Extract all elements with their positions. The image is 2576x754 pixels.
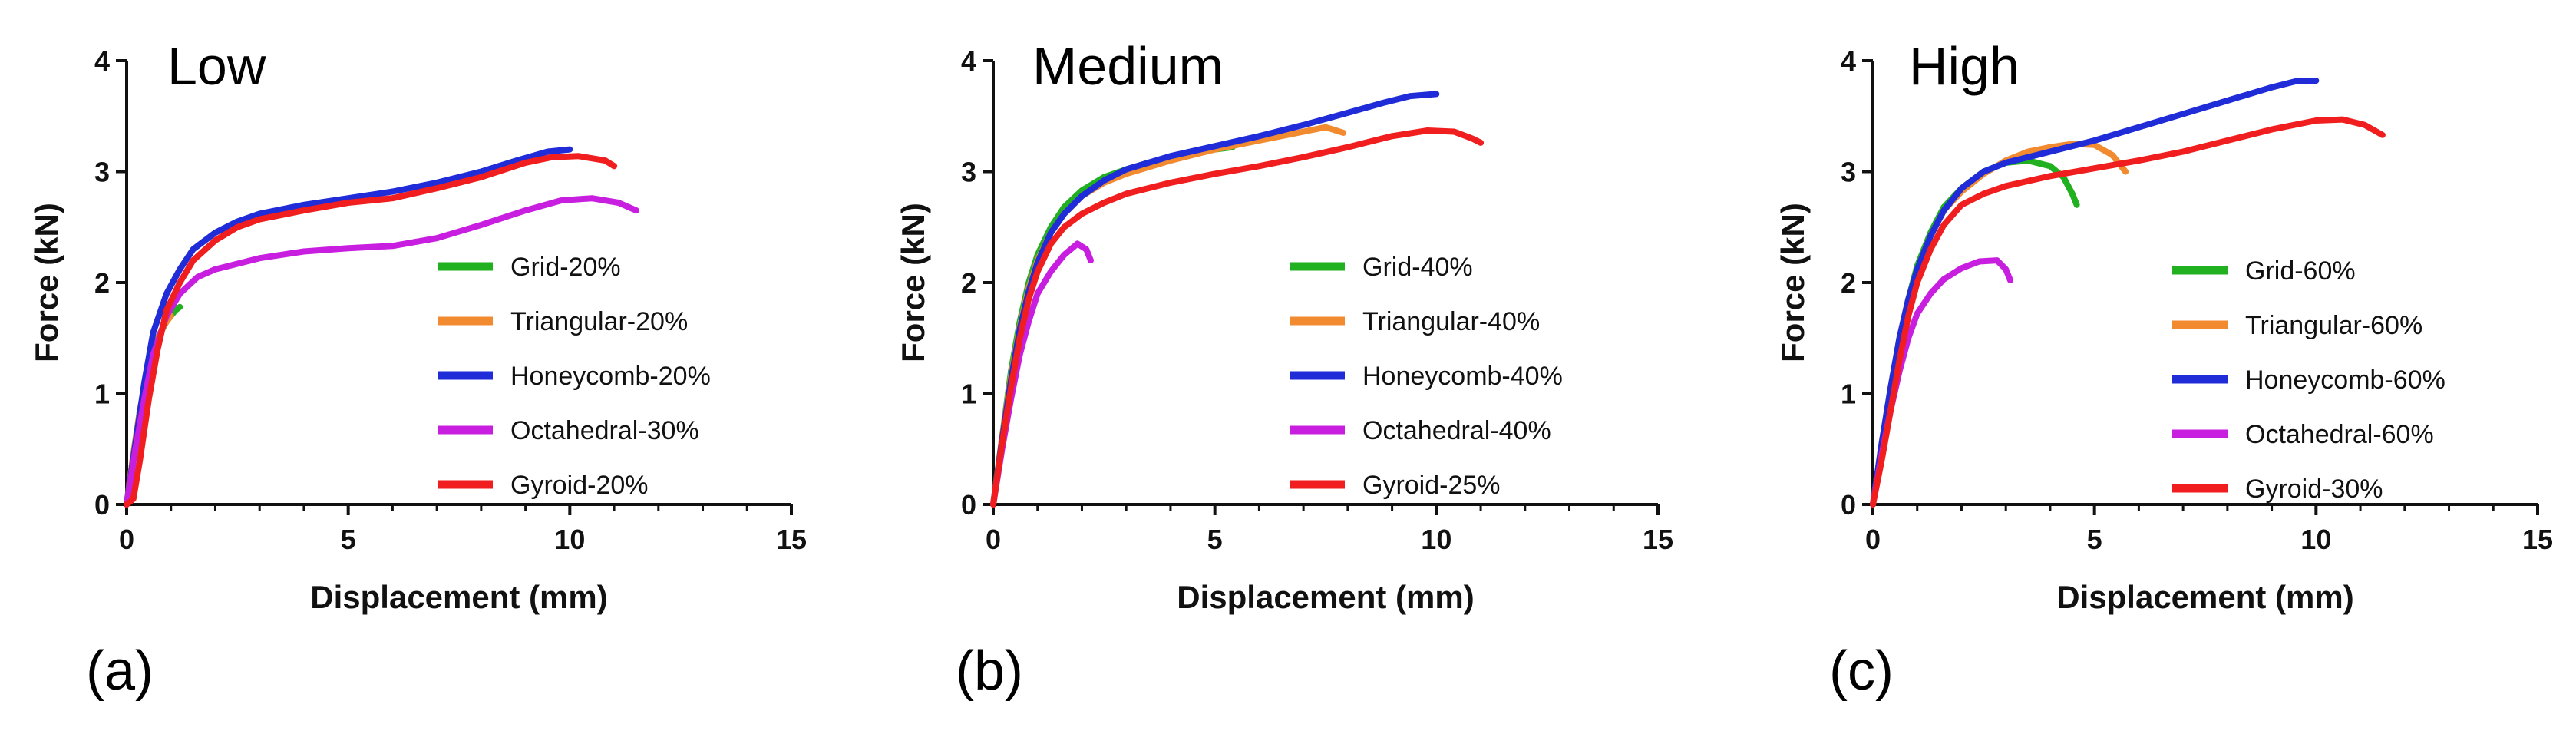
y-tick-label: 2 [94, 267, 110, 299]
x-tick-label: 5 [341, 524, 356, 555]
legend-label: Gyroid-25% [1362, 471, 1501, 500]
legend-label: Honeycomb-60% [2245, 365, 2446, 395]
y-tick-label: 3 [94, 157, 110, 188]
x-tick-label: 5 [2087, 524, 2102, 555]
y-axis-label: Force (kN) [895, 203, 931, 362]
y-tick-label: 4 [961, 45, 976, 77]
x-tick-label: 15 [1643, 524, 1673, 555]
y-axis-label: Force (kN) [1775, 203, 1811, 362]
x-axis-label: Displacement (mm) [1177, 579, 1474, 615]
legend-label: Triangular-60% [2245, 311, 2422, 340]
y-tick-label: 1 [1841, 379, 1856, 410]
legend-label: Grid-20% [510, 253, 621, 282]
chart-title: High [1909, 36, 2020, 96]
y-tick-label: 2 [961, 267, 976, 299]
legend-label: Gyroid-20% [510, 471, 649, 500]
series-line-gyroid-25- [990, 127, 1485, 508]
chart-title: Low [167, 36, 266, 96]
chart-panel-3: 0 5 10 15 0 1 2 3 4 Displacement (mm) Force (kN) Hi… [1775, 36, 2553, 702]
x-tick-label: 0 [986, 524, 1001, 555]
legend-label: Grid-40% [1362, 253, 1473, 282]
legend-label: Octahedral-30% [510, 416, 699, 445]
x-tick-label: 10 [1421, 524, 1451, 555]
series-line-octahedral-30- [124, 195, 639, 508]
x-axis-label: Displacement (mm) [310, 579, 607, 615]
legend-label: Triangular-20% [510, 307, 688, 336]
legend-label: Grid-60% [2245, 256, 2356, 286]
x-tick-label: 5 [1207, 524, 1223, 555]
series-line-honeycomb-20- [124, 146, 573, 508]
y-tick-label: 2 [1841, 267, 1856, 299]
panel-label: (a) [86, 640, 154, 702]
x-tick-label: 0 [1865, 524, 1881, 555]
legend-label: Octahedral-40% [1362, 416, 1551, 445]
chart-panel-1: 0 5 10 15 0 1 2 3 4 Displacement (mm) Force (kN) Lo… [28, 36, 807, 702]
x-axis-label: Displacement (mm) [2056, 579, 2353, 615]
panel-label: (c) [1829, 640, 1894, 702]
chart-title: Medium [1032, 36, 1224, 96]
series-line-honeycomb-60- [1870, 78, 2320, 508]
y-axis-label: Force (kN) [28, 203, 64, 362]
series-line-gyroid-20- [124, 153, 618, 508]
legend-label: Gyroid-30% [2245, 475, 2383, 504]
panel-label: (b) [956, 640, 1023, 702]
legend-label: Honeycomb-40% [1362, 362, 1563, 391]
y-tick-label: 3 [961, 157, 976, 188]
legend-label: Octahedral-60% [2245, 420, 2434, 449]
y-tick-label: 0 [961, 489, 976, 521]
series-line-gyroid-30- [1870, 116, 2386, 508]
y-tick-label: 0 [94, 489, 110, 521]
legend-label: Triangular-40% [1362, 307, 1540, 336]
x-tick-label: 10 [554, 524, 585, 555]
chart-panel-2: 0 5 10 15 0 1 2 3 4 Displacement (mm) Force (kN) Me… [895, 36, 1673, 702]
y-tick-label: 1 [94, 379, 110, 410]
x-tick-label: 10 [2300, 524, 2331, 555]
y-tick-label: 3 [1841, 157, 1856, 188]
x-tick-label: 15 [776, 524, 807, 555]
x-tick-label: 0 [119, 524, 134, 555]
y-tick-label: 4 [94, 45, 110, 77]
y-tick-label: 0 [1841, 489, 1856, 521]
y-tick-label: 1 [961, 379, 976, 410]
y-tick-label: 4 [1841, 45, 1856, 77]
legend-label: Honeycomb-20% [510, 362, 711, 391]
x-tick-label: 15 [2522, 524, 2553, 555]
